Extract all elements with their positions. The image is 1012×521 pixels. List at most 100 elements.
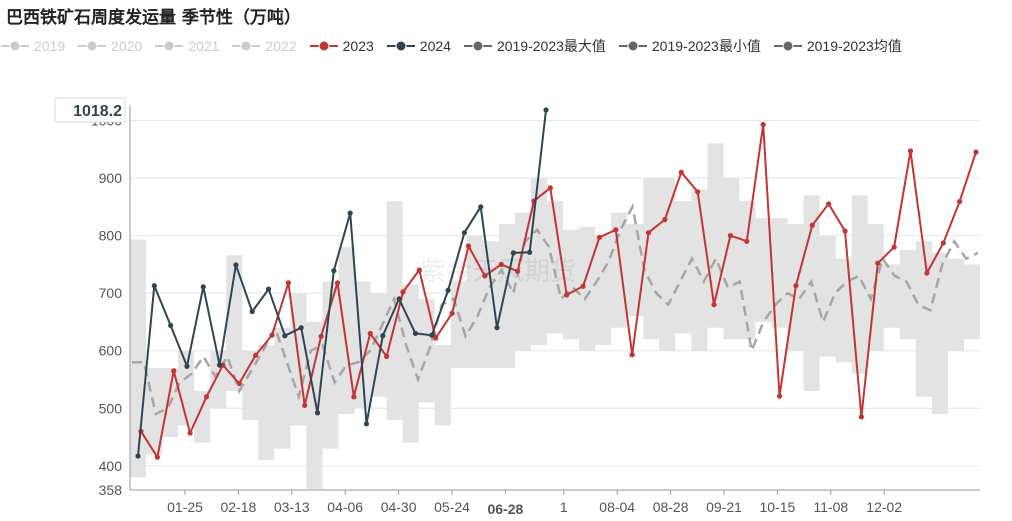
data-point-2023 xyxy=(940,240,946,246)
data-point-2023 xyxy=(383,353,390,360)
data-point-2023 xyxy=(351,394,357,400)
legend-marker-icon xyxy=(386,40,415,52)
data-point-2023 xyxy=(924,270,930,276)
data-point-2024 xyxy=(200,284,206,290)
legend-marker-icon xyxy=(309,40,338,52)
data-point-2023 xyxy=(662,216,668,223)
legend-marker-icon xyxy=(1,40,29,52)
data-point-2023 xyxy=(416,267,422,273)
legend-item-2019[interactable]: 2019 xyxy=(0,38,65,54)
x-tick-label: 05-24 xyxy=(434,499,470,515)
data-point-2023 xyxy=(449,310,455,316)
data-point-2023 xyxy=(744,238,750,244)
data-point-2023 xyxy=(400,289,406,295)
x-tick-label: 04-30 xyxy=(381,499,417,515)
watermark: 紫金天风期货 xyxy=(420,257,576,287)
data-point-2023 xyxy=(842,228,848,234)
legend-item-2019-2023均值[interactable]: 2019-2023均值 xyxy=(773,36,902,56)
y-tick-label: 500 xyxy=(99,400,123,416)
data-point-2023 xyxy=(171,368,177,374)
data-point-2024 xyxy=(543,107,549,113)
legend-marker-icon xyxy=(232,40,261,52)
legend: 2019 2020 2021 2022 2023 2024 2019-2023最大值 2019… xyxy=(0,34,914,58)
legend-marker-icon xyxy=(773,40,802,52)
data-point-2023 xyxy=(891,244,897,250)
data-point-2023 xyxy=(727,232,734,239)
x-tick-label: 11-08 xyxy=(813,499,848,515)
data-point-2024 xyxy=(265,286,272,292)
data-point-2024 xyxy=(412,330,419,337)
x-highlight-box xyxy=(469,494,542,520)
data-point-2024 xyxy=(396,296,402,302)
data-point-2023 xyxy=(253,352,259,358)
legend-marker-icon xyxy=(463,40,492,52)
data-point-2023 xyxy=(645,230,652,236)
legend-marker-icon xyxy=(618,40,647,52)
x-tick-label: 03-13 xyxy=(274,499,310,515)
legend-item-2021[interactable]: 2021 xyxy=(154,38,219,54)
legend-item-2019-2023最大值[interactable]: 2019-2023最大值 xyxy=(463,36,606,56)
data-point-2023 xyxy=(711,302,717,308)
data-point-2024 xyxy=(184,363,190,369)
data-point-2023 xyxy=(514,268,521,274)
y-tick-label: 400 xyxy=(99,458,123,474)
x-tick-label: 01-25 xyxy=(167,499,203,515)
data-point-2024 xyxy=(380,333,386,339)
legend-item-2019-2023最小值[interactable]: 2019-2023最小值 xyxy=(618,36,761,56)
series-line-2023 xyxy=(140,124,977,460)
legend-label: 2024 xyxy=(419,38,451,54)
data-point-2023 xyxy=(907,148,914,154)
data-point-2023 xyxy=(203,394,210,400)
data-point-2023 xyxy=(678,169,684,175)
legend-label: 2023 xyxy=(342,38,374,54)
data-point-2023 xyxy=(973,149,979,155)
data-point-2023 xyxy=(826,201,832,207)
data-point-2023 xyxy=(236,380,242,387)
data-point-2023 xyxy=(465,243,472,249)
data-point-2023 xyxy=(580,283,586,289)
data-point-2023 xyxy=(858,414,864,420)
data-point-2024 xyxy=(478,204,484,210)
data-point-2023 xyxy=(367,330,373,337)
legend-item-2020[interactable]: 2020 xyxy=(77,38,142,54)
x-tick-label: 04-06 xyxy=(327,499,363,515)
data-point-2023 xyxy=(187,430,193,436)
y-tick-label: 900 xyxy=(99,170,123,186)
y-tick-label: 600 xyxy=(99,343,123,359)
x-tick-label: 08-28 xyxy=(653,499,689,515)
legend-item-2023[interactable]: 2023 xyxy=(309,38,374,54)
data-point-2024 xyxy=(461,230,467,236)
x-tick-label: 02-18 xyxy=(220,499,256,515)
data-point-2023 xyxy=(695,189,701,195)
data-point-2023 xyxy=(547,185,553,191)
data-point-2024 xyxy=(282,333,288,339)
legend-label: 2022 xyxy=(265,38,297,54)
data-point-2023 xyxy=(269,332,275,338)
series xyxy=(132,107,979,460)
x-tick-label: 08-04 xyxy=(599,499,635,515)
legend-marker-icon xyxy=(155,40,184,52)
data-point-2023 xyxy=(776,393,783,399)
data-point-2024 xyxy=(168,322,174,328)
legend-label: 2021 xyxy=(188,38,220,54)
legend-label: 2019-2023最大值 xyxy=(496,38,606,54)
data-point-2023 xyxy=(793,283,799,289)
legend-item-2024[interactable]: 2024 xyxy=(386,38,451,54)
data-point-2024 xyxy=(363,421,370,427)
data-point-2024 xyxy=(314,410,321,416)
series-line-2024 xyxy=(137,109,547,457)
data-point-2023 xyxy=(629,352,635,358)
data-point-2023 xyxy=(613,227,619,233)
y-tick-label: 800 xyxy=(99,228,123,244)
legend-marker-icon xyxy=(78,40,107,52)
data-point-2023 xyxy=(482,273,488,279)
data-point-2023 xyxy=(596,234,603,240)
data-point-2023 xyxy=(760,121,766,128)
legend-item-2022[interactable]: 2022 xyxy=(231,38,297,54)
data-point-2024 xyxy=(331,268,337,274)
data-point-2023 xyxy=(285,280,291,286)
data-point-2024 xyxy=(151,283,157,289)
data-point-2023 xyxy=(809,222,815,228)
data-point-2024 xyxy=(217,362,223,368)
legend-label: 2020 xyxy=(111,38,143,54)
